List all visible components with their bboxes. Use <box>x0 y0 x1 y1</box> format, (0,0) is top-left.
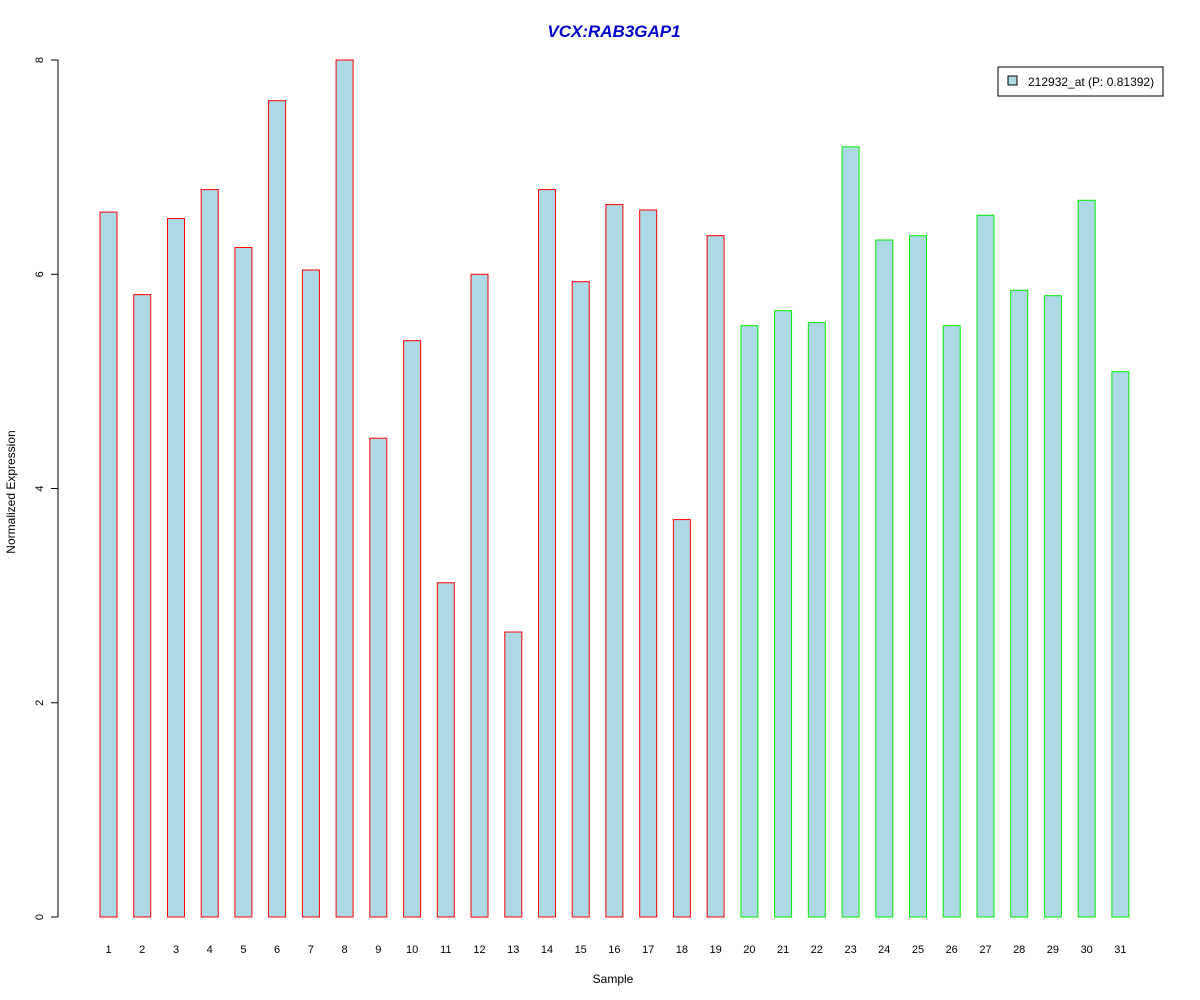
bar-sample-17 <box>639 209 658 918</box>
bar-sample-31 <box>1111 371 1130 918</box>
x-tick-label: 23 <box>844 944 856 956</box>
bar-sample-15 <box>571 281 590 918</box>
x-tick-label: 2 <box>139 944 145 956</box>
x-tick-label: 4 <box>207 944 213 956</box>
bar-sample-5 <box>234 247 253 918</box>
x-tick-label: 13 <box>507 944 519 956</box>
bar-sample-23 <box>841 146 860 918</box>
bar-sample-18 <box>672 519 691 918</box>
bar-sample-30 <box>1077 199 1096 918</box>
bar-sample-27 <box>976 214 995 918</box>
x-tick-label: 20 <box>743 944 755 956</box>
x-axis-labels: 1 2 3 4 5 6 7 8 9 10 11 12 13 14 15 16 17 18 19 20 21 22 23 24 2… <box>105 944 1126 956</box>
y-tick-label: 0 <box>34 914 46 920</box>
x-tick-label: 28 <box>1013 944 1025 956</box>
bar-sample-16 <box>605 204 624 918</box>
y-tick-label: 4 <box>34 485 46 491</box>
x-tick-label: 10 <box>406 944 418 956</box>
x-tick-label: 12 <box>473 944 485 956</box>
bar-sample-12 <box>470 273 489 918</box>
bar-sample-28 <box>1010 289 1029 918</box>
legend-box <box>997 66 1164 97</box>
bar-sample-1 <box>99 211 118 918</box>
legend-entry: 212932_at (P: 0.81392) <box>1028 75 1154 89</box>
legend: 212932_at (P: 0.81392) <box>997 66 1164 97</box>
bar-sample-14 <box>538 189 556 918</box>
y-tick-label: 2 <box>34 700 46 706</box>
x-tick-label: 19 <box>709 944 721 956</box>
y-axis-label: Normalized Expression <box>4 430 18 553</box>
bar-sample-3 <box>167 218 185 918</box>
x-tick-label: 11 <box>440 944 451 956</box>
bar-sample-11 <box>436 582 455 918</box>
bar-sample-10 <box>403 340 422 918</box>
x-tick-label: 7 <box>308 944 314 956</box>
bar-sample-4 <box>200 189 219 918</box>
x-tick-label: 17 <box>642 944 654 956</box>
x-tick-label: 14 <box>541 944 553 956</box>
x-tick-label: 22 <box>811 944 823 956</box>
bar-sample-22 <box>807 322 826 918</box>
bar-sample-6 <box>268 100 287 918</box>
bar-sample-25 <box>909 235 927 918</box>
bar-sample-13 <box>504 631 523 918</box>
y-tick-label: 8 <box>34 57 46 63</box>
x-tick-label: 18 <box>676 944 688 956</box>
x-tick-label: 5 <box>240 944 246 956</box>
x-tick-label: 29 <box>1047 944 1059 956</box>
x-tick-label: 30 <box>1081 944 1093 956</box>
bars <box>99 59 1130 918</box>
bar-sample-7 <box>301 269 320 918</box>
bar-sample-24 <box>875 239 894 918</box>
x-tick-label: 6 <box>274 944 280 956</box>
x-tick-label: 21 <box>777 944 789 956</box>
x-axis-label: Sample <box>593 972 634 986</box>
x-tick-label: 27 <box>979 944 991 956</box>
legend-swatch <box>1007 75 1018 86</box>
bar-sample-21 <box>774 310 793 918</box>
x-tick-label: 3 <box>173 944 179 956</box>
bar-sample-9 <box>369 437 388 918</box>
x-tick-label: 8 <box>342 944 348 956</box>
x-tick-label: 26 <box>946 944 958 956</box>
chart-title: VCX:RAB3GAP1 <box>547 22 680 41</box>
bar-sample-19 <box>706 235 725 918</box>
x-tick-label: 31 <box>1114 944 1126 956</box>
x-tick-label: 24 <box>878 944 890 956</box>
x-tick-label: 16 <box>608 944 620 956</box>
bar-sample-8 <box>335 59 354 918</box>
x-tick-label: 1 <box>105 944 111 956</box>
bar-sample-20 <box>740 325 759 918</box>
y-axis: 0 2 4 6 8 <box>34 57 59 920</box>
x-tick-label: 15 <box>575 944 587 956</box>
x-tick-label: 25 <box>912 944 924 956</box>
x-tick-label: 9 <box>375 944 381 956</box>
bar-sample-29 <box>1043 295 1062 918</box>
bar-sample-26 <box>942 325 961 918</box>
bar-sample-2 <box>133 294 152 918</box>
y-tick-label: 6 <box>34 271 46 277</box>
